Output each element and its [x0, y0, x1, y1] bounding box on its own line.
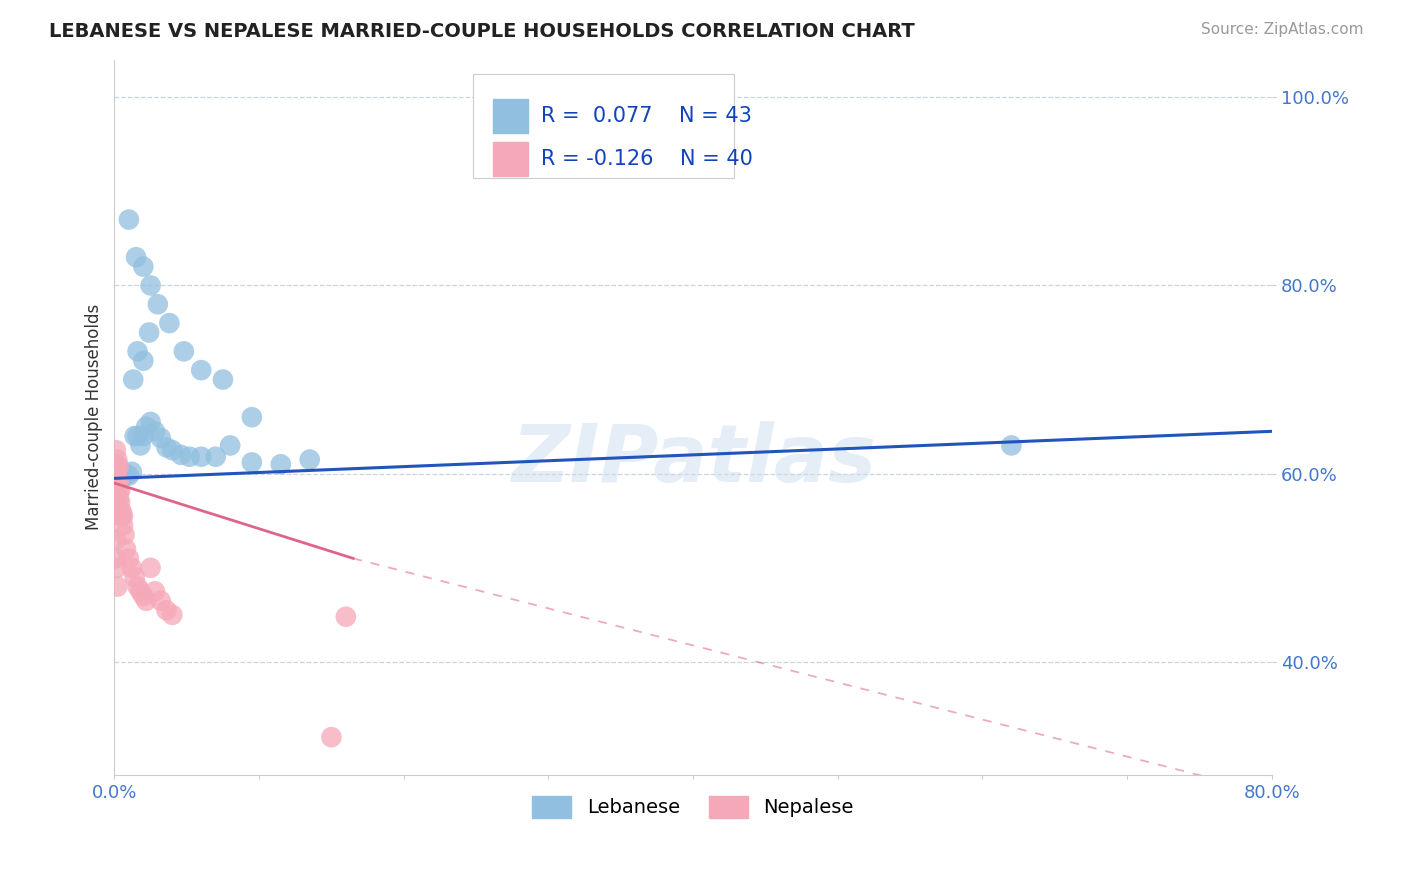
Text: ZIPatlas: ZIPatlas: [510, 421, 876, 500]
Point: [105, 580, 128, 594]
Point: [115, 467, 138, 481]
Point: [111, 509, 134, 524]
Point: [135, 593, 157, 607]
Point: [107, 467, 129, 481]
Point: [105, 561, 128, 575]
Point: [114, 528, 136, 542]
Point: [127, 429, 149, 443]
Point: [122, 373, 145, 387]
Point: [132, 429, 155, 443]
Point: [104, 467, 127, 481]
Point: [121, 561, 143, 575]
Point: [138, 326, 160, 340]
Point: [157, 316, 180, 330]
Point: [132, 260, 155, 274]
Point: [146, 297, 169, 311]
Bar: [494, 99, 527, 133]
Point: [129, 584, 152, 599]
Point: [240, 410, 263, 425]
Point: [124, 429, 146, 443]
Point: [240, 455, 263, 469]
Point: [111, 468, 134, 483]
Point: [127, 580, 149, 594]
Bar: [494, 142, 527, 177]
Point: [132, 589, 155, 603]
Point: [108, 509, 131, 524]
Point: [118, 212, 141, 227]
Point: [143, 584, 166, 599]
Point: [219, 438, 242, 452]
Point: [335, 609, 357, 624]
Point: [105, 471, 128, 485]
Point: [1000, 438, 1022, 452]
Point: [139, 561, 162, 575]
Point: [124, 570, 146, 584]
Point: [127, 344, 149, 359]
Point: [104, 476, 127, 491]
Point: [135, 419, 157, 434]
Point: [298, 452, 321, 467]
Point: [204, 450, 226, 464]
Point: [121, 465, 143, 479]
Point: [107, 485, 129, 500]
Text: LEBANESE VS NEPALESE MARRIED-COUPLE HOUSEHOLDS CORRELATION CHART: LEBANESE VS NEPALESE MARRIED-COUPLE HOUS…: [49, 22, 915, 41]
Point: [118, 551, 141, 566]
Point: [190, 363, 212, 377]
Y-axis label: Married-couple Households: Married-couple Households: [86, 304, 103, 531]
Point: [190, 450, 212, 464]
Text: Source: ZipAtlas.com: Source: ZipAtlas.com: [1201, 22, 1364, 37]
FancyBboxPatch shape: [474, 74, 734, 178]
Point: [104, 471, 127, 485]
Text: R = -0.126    N = 40: R = -0.126 N = 40: [541, 149, 754, 169]
Point: [270, 457, 292, 471]
Point: [112, 467, 135, 481]
Point: [155, 603, 177, 617]
Point: [212, 373, 235, 387]
Legend: Lebanese, Nepalese: Lebanese, Nepalese: [524, 788, 862, 826]
Point: [321, 730, 343, 744]
Point: [104, 457, 127, 471]
Point: [162, 443, 184, 458]
Point: [149, 431, 172, 445]
Point: [143, 425, 166, 439]
Point: [114, 469, 136, 483]
Point: [105, 490, 128, 504]
Point: [107, 493, 129, 508]
Point: [104, 533, 127, 547]
Point: [149, 593, 172, 607]
Point: [104, 443, 127, 458]
Point: [112, 518, 135, 533]
Point: [105, 476, 128, 491]
Point: [139, 278, 162, 293]
Point: [107, 474, 129, 488]
Point: [118, 468, 141, 483]
Point: [170, 448, 193, 462]
Point: [108, 483, 131, 498]
Point: [155, 440, 177, 454]
Point: [129, 438, 152, 452]
Point: [139, 415, 162, 429]
Point: [105, 452, 128, 467]
Point: [179, 450, 201, 464]
Point: [104, 551, 127, 566]
Point: [112, 509, 135, 524]
Point: [115, 541, 138, 556]
Point: [132, 353, 155, 368]
Point: [173, 344, 195, 359]
Point: [105, 471, 128, 485]
Point: [108, 495, 131, 509]
Point: [125, 250, 148, 264]
Point: [108, 467, 131, 481]
Point: [111, 504, 134, 518]
Text: R =  0.077    N = 43: R = 0.077 N = 43: [541, 106, 752, 126]
Point: [162, 607, 184, 622]
Point: [107, 459, 129, 474]
Point: [105, 462, 128, 476]
